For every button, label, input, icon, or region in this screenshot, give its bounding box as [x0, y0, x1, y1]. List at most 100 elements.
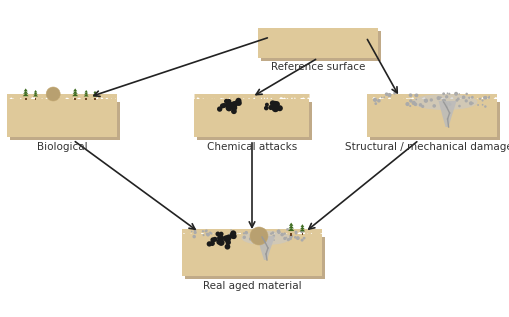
Polygon shape: [23, 91, 28, 94]
Circle shape: [413, 102, 416, 106]
Polygon shape: [299, 226, 304, 229]
Polygon shape: [23, 93, 29, 96]
Circle shape: [376, 99, 380, 103]
Circle shape: [225, 236, 228, 238]
Polygon shape: [73, 88, 77, 91]
Bar: [185, 237, 324, 279]
Circle shape: [478, 98, 480, 100]
Circle shape: [457, 105, 460, 107]
Polygon shape: [83, 94, 89, 96]
Circle shape: [372, 98, 376, 102]
Circle shape: [392, 92, 395, 95]
Circle shape: [223, 235, 231, 243]
Circle shape: [455, 99, 458, 102]
Circle shape: [271, 101, 277, 107]
Circle shape: [248, 237, 252, 241]
Circle shape: [215, 231, 220, 236]
Circle shape: [230, 230, 236, 236]
Circle shape: [405, 102, 409, 106]
Circle shape: [242, 236, 245, 239]
Circle shape: [415, 99, 416, 100]
Circle shape: [231, 105, 237, 111]
Circle shape: [273, 239, 274, 241]
Circle shape: [230, 101, 237, 109]
Circle shape: [294, 231, 297, 234]
Circle shape: [271, 105, 278, 112]
Circle shape: [384, 93, 387, 96]
Text: Biological: Biological: [37, 142, 87, 152]
Circle shape: [302, 237, 305, 240]
Circle shape: [446, 93, 447, 94]
Circle shape: [272, 235, 274, 237]
Circle shape: [216, 232, 218, 234]
Circle shape: [224, 101, 232, 108]
Circle shape: [441, 99, 445, 103]
Circle shape: [223, 99, 229, 104]
Circle shape: [480, 100, 483, 101]
Circle shape: [408, 94, 412, 97]
Circle shape: [280, 233, 284, 236]
Circle shape: [236, 100, 241, 106]
Circle shape: [300, 239, 303, 242]
Circle shape: [444, 102, 447, 105]
Polygon shape: [288, 225, 293, 229]
Circle shape: [216, 107, 222, 112]
Ellipse shape: [412, 94, 476, 110]
Text: Real aged material: Real aged material: [202, 281, 301, 291]
Circle shape: [235, 98, 241, 104]
Polygon shape: [84, 90, 88, 93]
Polygon shape: [300, 224, 304, 227]
Ellipse shape: [241, 231, 290, 245]
Circle shape: [465, 93, 467, 95]
Circle shape: [408, 105, 410, 107]
Polygon shape: [182, 229, 321, 237]
Circle shape: [447, 93, 449, 95]
Polygon shape: [23, 88, 27, 91]
Circle shape: [383, 96, 384, 98]
Circle shape: [467, 97, 469, 99]
Circle shape: [209, 231, 211, 234]
Circle shape: [464, 99, 467, 102]
Bar: [197, 102, 312, 140]
Bar: [290, 233, 292, 236]
Circle shape: [225, 235, 231, 240]
Polygon shape: [93, 94, 97, 97]
Circle shape: [271, 102, 275, 106]
Circle shape: [408, 99, 412, 103]
Circle shape: [483, 96, 487, 100]
Polygon shape: [299, 229, 304, 231]
Circle shape: [269, 100, 275, 106]
Circle shape: [444, 103, 447, 106]
Circle shape: [205, 233, 207, 235]
Polygon shape: [288, 228, 294, 231]
Circle shape: [411, 101, 415, 105]
Polygon shape: [93, 93, 97, 95]
Circle shape: [429, 98, 432, 102]
Circle shape: [212, 237, 217, 242]
Circle shape: [482, 96, 485, 99]
Circle shape: [231, 108, 236, 114]
Circle shape: [232, 101, 237, 107]
Circle shape: [202, 230, 204, 232]
Circle shape: [476, 104, 478, 106]
Polygon shape: [289, 223, 293, 226]
Circle shape: [219, 103, 224, 108]
Polygon shape: [73, 91, 77, 94]
Polygon shape: [34, 90, 37, 93]
Circle shape: [269, 232, 272, 235]
Circle shape: [202, 234, 204, 236]
Polygon shape: [7, 94, 117, 102]
Circle shape: [249, 227, 267, 245]
Circle shape: [225, 240, 231, 245]
Circle shape: [414, 94, 416, 97]
Polygon shape: [194, 94, 309, 102]
Circle shape: [303, 237, 304, 238]
Circle shape: [230, 233, 235, 239]
Circle shape: [289, 234, 292, 238]
Circle shape: [283, 232, 286, 235]
Text: Structural / mechanical damages: Structural / mechanical damages: [345, 142, 509, 152]
Circle shape: [276, 230, 280, 234]
Circle shape: [481, 104, 483, 106]
Circle shape: [229, 102, 235, 107]
Circle shape: [293, 236, 296, 239]
